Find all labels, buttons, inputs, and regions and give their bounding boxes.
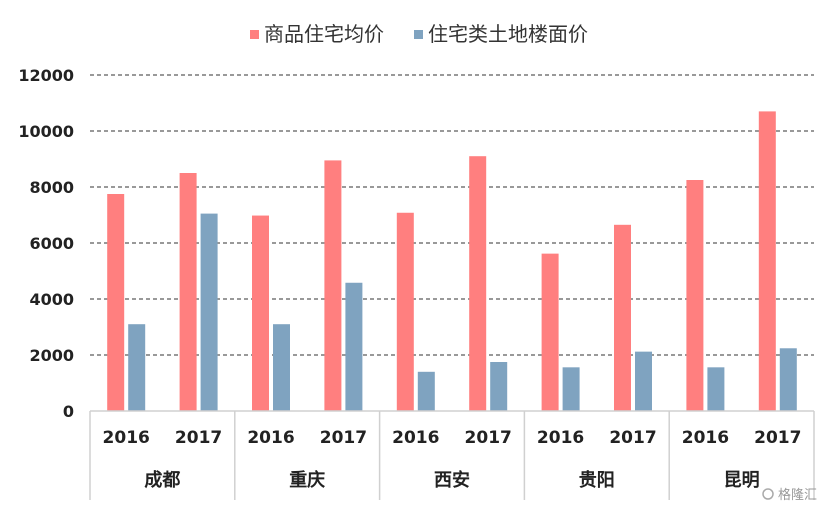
x-axis: 2016 2017 成都 2016 2017 重庆 2016 2017 西安 2016 2017 贵阳… [89,410,815,500]
x-tick-year: 2017 [320,428,367,448]
x-tick-city: 贵阳 [579,470,615,491]
bar-housing-price-2 [179,173,197,411]
x-tick-year: 2017 [754,428,801,448]
bar-land-price-2 [200,213,218,411]
bar-land-price-4 [345,282,363,411]
legend-label-2: 住宅类土地楼面价 [428,22,588,46]
bar-housing-price-3 [252,215,269,411]
bar-land-price-3 [273,324,290,411]
bar-housing-price-7 [541,253,559,411]
x-tick-year: 2016 [392,428,439,448]
bar-land-price-8 [635,351,652,411]
y-tick-label: 8000 [29,178,74,197]
x-tick-year: 2017 [465,428,512,448]
bar-housing-price-9 [686,180,704,411]
bar-housing-price-8 [614,224,631,411]
bar-housing-price-6 [469,156,487,411]
legend-swatch-1 [250,30,259,39]
legend-swatch-2 [414,30,423,39]
legend: 商品住宅均价 住宅类土地楼面价 [250,22,588,46]
bar-housing-price-5 [396,212,414,411]
bar-land-price-5 [417,371,435,411]
x-tick-year: 2017 [175,428,222,448]
x-tick-year: 2017 [609,428,656,448]
x-tick-year: 2016 [103,428,150,448]
y-tick-label: 4000 [29,290,74,309]
bar-housing-price-10 [758,111,776,412]
watermark-text: 格隆汇 [778,487,817,503]
x-tick-city: 重庆 [289,469,325,491]
grid [90,74,814,356]
watermark: 格隆汇 [762,487,817,503]
weibo-icon [762,488,774,500]
x-tick-year: 2016 [682,428,729,448]
bars [107,111,797,412]
y-tick-label: 12000 [18,66,74,85]
legend-label-1: 商品住宅均价 [264,22,384,46]
y-axis-ticks: 0 2000 4000 6000 8000 10000 12000 [18,66,74,421]
y-tick-label: 0 [63,402,74,421]
x-tick-city: 成都 [144,469,180,491]
bar-land-price-10 [779,348,797,411]
x-tick-year: 2016 [247,428,294,448]
bar-housing-price-4 [324,160,342,411]
bar-housing-price-1 [107,194,125,411]
y-tick-label: 6000 [29,234,74,253]
y-tick-label: 2000 [29,346,74,365]
bar-land-price-1 [128,324,146,411]
x-tick-city: 西安 [434,469,470,491]
bar-land-price-7 [562,367,580,411]
x-tick-city: 昆明 [724,470,760,491]
x-tick-year: 2016 [537,428,584,448]
y-tick-label: 10000 [18,122,74,141]
bar-land-price-6 [490,362,508,411]
bar-land-price-9 [707,367,725,411]
